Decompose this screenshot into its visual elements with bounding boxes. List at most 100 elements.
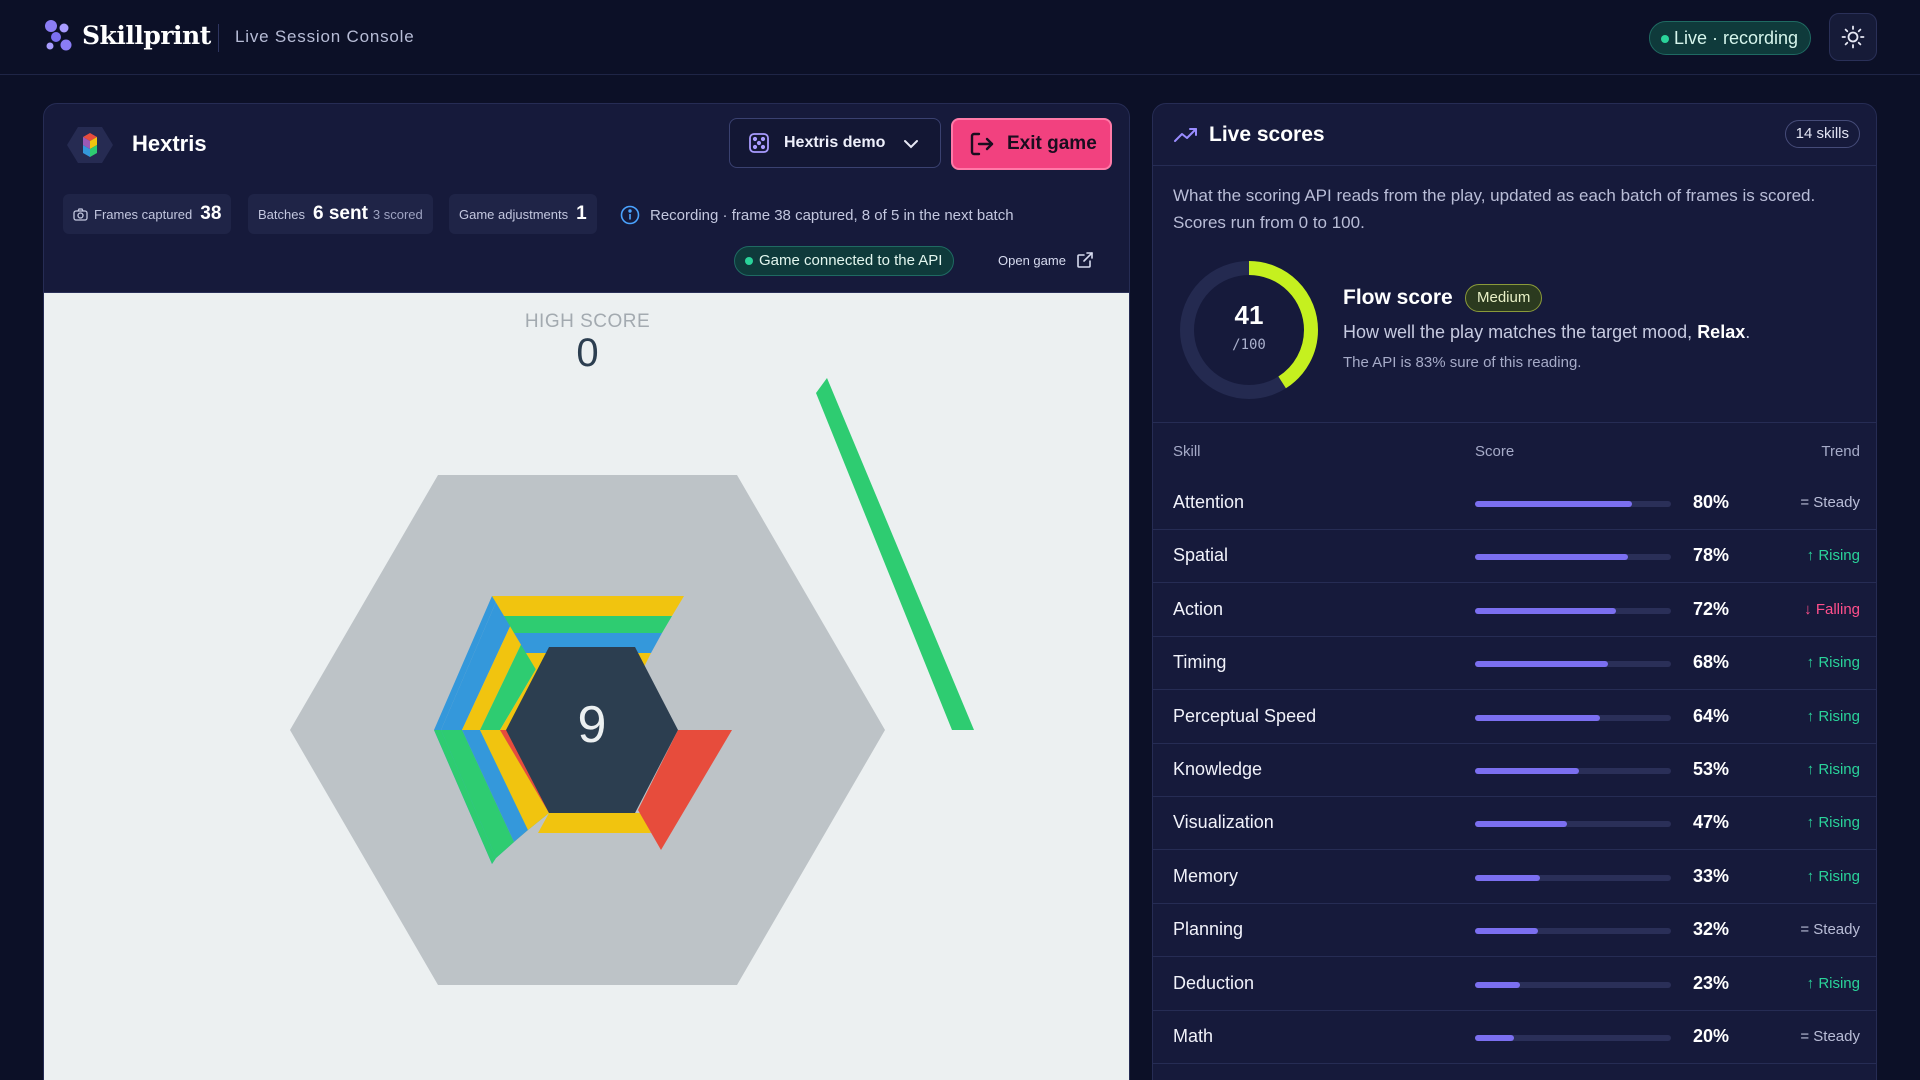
trend-indicator: ↑ Rising bbox=[1807, 761, 1860, 778]
arrow-up-icon: ↑ bbox=[1806, 761, 1819, 778]
equals-icon: = bbox=[1800, 1028, 1814, 1045]
table-row[interactable]: Perceptual Speed 64% ↑ Rising bbox=[1153, 691, 1876, 744]
skill-name: Timing bbox=[1173, 652, 1227, 673]
live-scores-title: Live scores bbox=[1209, 123, 1325, 146]
trend-indicator: = Steady bbox=[1800, 1028, 1860, 1045]
flow-score-max: /100 bbox=[1232, 337, 1266, 353]
brand-name: Skillprint bbox=[82, 20, 211, 50]
frames-label: Frames captured bbox=[94, 206, 193, 222]
external-link-icon bbox=[1077, 252, 1093, 268]
console-subtitle: Live Session Console bbox=[235, 27, 415, 46]
skill-name: Knowledge bbox=[1173, 759, 1263, 779]
open-game-label: Open game bbox=[998, 252, 1066, 268]
table-row[interactable]: Deduction 23% ↑ Rising bbox=[1153, 958, 1876, 1011]
table-row[interactable]: Visualization 47% ↑ Rising bbox=[1153, 797, 1876, 851]
arrow-up-icon: ↑ bbox=[1806, 814, 1819, 832]
live-status-label: Live · recording bbox=[1674, 28, 1799, 48]
skill-score: 53% bbox=[1693, 759, 1730, 779]
skill-score: 72% bbox=[1693, 598, 1730, 619]
flow-gauge bbox=[1180, 261, 1318, 399]
score-bar-fill bbox=[1475, 874, 1540, 881]
skill-column-header: Skill bbox=[1173, 443, 1201, 460]
api-dot-icon bbox=[745, 257, 753, 265]
brand[interactable]: Skillprint bbox=[42, 18, 211, 52]
falling-block bbox=[816, 378, 974, 730]
game-canvas[interactable]: HIGH SCORE 0 bbox=[44, 292, 1129, 1080]
score-bar bbox=[1475, 928, 1671, 935]
skill-score: 47% bbox=[1693, 812, 1730, 833]
score-bar bbox=[1475, 981, 1671, 988]
score-bar-fill bbox=[1475, 768, 1579, 774]
flow-description: How well the play matches the target moo… bbox=[1343, 322, 1750, 343]
score-bar bbox=[1475, 661, 1671, 668]
trend-indicator: ↑ Rising bbox=[1807, 547, 1860, 564]
score-bar bbox=[1475, 874, 1671, 881]
theme-toggle-button[interactable] bbox=[1829, 13, 1877, 61]
table-row[interactable]: Spatial 78% ↑ Rising bbox=[1153, 530, 1876, 584]
table-row[interactable]: Math 20% = Steady bbox=[1153, 1011, 1876, 1064]
trend-label: Rising bbox=[1818, 707, 1860, 725]
arrow-up-icon: ↑ bbox=[1806, 547, 1819, 565]
exit-game-button[interactable]: Exit game bbox=[951, 118, 1112, 170]
score-bar bbox=[1475, 607, 1671, 614]
live-scores-header: Live scores 14 skills bbox=[1153, 104, 1876, 166]
trend-label: Rising bbox=[1818, 761, 1860, 778]
table-row[interactable]: Timing 68% ↑ Rising bbox=[1153, 637, 1876, 691]
score-bar bbox=[1475, 501, 1671, 507]
trend-label: Steady bbox=[1813, 494, 1860, 511]
score-bar-fill bbox=[1475, 554, 1628, 561]
adjustments-value: 1 bbox=[576, 203, 587, 224]
flow-level-badge: Medium bbox=[1465, 284, 1543, 312]
block bbox=[504, 616, 672, 633]
batches-value: 6 sent bbox=[312, 203, 368, 224]
trend-label: Rising bbox=[1818, 547, 1860, 565]
flow-confidence: The API is 83% sure of this reading. bbox=[1343, 354, 1582, 371]
flow-gauge-arc bbox=[1180, 261, 1318, 399]
table-row[interactable]: Memory 33% ↑ Rising bbox=[1153, 851, 1876, 904]
flow-desc-text: How well the play matches the target moo… bbox=[1343, 322, 1698, 342]
trend-label: Steady bbox=[1813, 1028, 1860, 1045]
skill-name: Attention bbox=[1173, 492, 1245, 512]
skill-score: 68% bbox=[1693, 652, 1730, 673]
skill-name: Memory bbox=[1173, 865, 1239, 886]
table-row[interactable]: Verbal20%= Steady bbox=[1153, 1064, 1876, 1080]
score-bar bbox=[1475, 554, 1671, 561]
skill-score: 20% bbox=[1693, 1026, 1730, 1046]
score-bar-fill bbox=[1475, 607, 1617, 614]
trend-label: Rising bbox=[1818, 974, 1860, 992]
score-bar-fill bbox=[1475, 928, 1538, 935]
table-row[interactable]: Knowledge 53% ↑ Rising bbox=[1153, 744, 1876, 797]
high-score-label: HIGH SCORE bbox=[524, 311, 651, 332]
center-hexagon bbox=[506, 647, 678, 813]
scores-description: What the scoring API reads from the play… bbox=[1173, 186, 1816, 232]
trend-label: Rising bbox=[1818, 814, 1860, 832]
table-row[interactable]: Action 72% ↓ Falling bbox=[1153, 584, 1876, 637]
score-bar-fill bbox=[1475, 714, 1601, 721]
table-row[interactable]: Attention 80% = Steady bbox=[1153, 477, 1876, 530]
top-bar: Skillprint Live Session Console Live · r… bbox=[0, 0, 1920, 75]
trend-label: Falling bbox=[1815, 600, 1860, 618]
skill-name: Math bbox=[1173, 1026, 1214, 1046]
dice-icon bbox=[749, 133, 769, 153]
table-row[interactable]: Planning 32% = Steady bbox=[1153, 904, 1876, 958]
game-panel: Hextris Hextris demo Exit game Frames ca… bbox=[43, 103, 1130, 1080]
score-column-header: Score bbox=[1475, 443, 1515, 460]
skill-name: Planning bbox=[1173, 919, 1244, 940]
game-title: Hextris bbox=[132, 131, 207, 156]
open-game-link[interactable]: Open game bbox=[998, 251, 1094, 269]
score-bar bbox=[1475, 714, 1671, 721]
exit-icon bbox=[970, 132, 994, 156]
score-bar bbox=[1475, 768, 1671, 774]
skill-name: Spatial bbox=[1173, 545, 1229, 566]
batches-label: Batches bbox=[258, 206, 305, 222]
api-status-label: Game connected to the API bbox=[759, 252, 943, 269]
trending-up-icon bbox=[1174, 128, 1197, 142]
demo-select-dropdown[interactable]: Hextris demo bbox=[729, 118, 941, 168]
high-score-value: 0 bbox=[576, 331, 599, 375]
skillprint-logo-icon bbox=[45, 20, 72, 51]
skills-table: Skill Score Trend Attention 80% = Steady Sp… bbox=[1153, 422, 1876, 1080]
camera-icon bbox=[73, 207, 88, 221]
score-bar-fill bbox=[1475, 501, 1632, 507]
game-adjustments-stat: Game adjustments 1 bbox=[449, 194, 597, 234]
flow-score-value: 41 bbox=[1234, 300, 1264, 330]
